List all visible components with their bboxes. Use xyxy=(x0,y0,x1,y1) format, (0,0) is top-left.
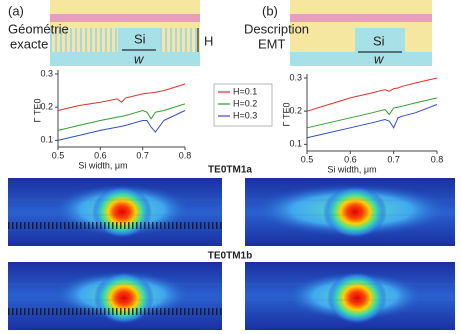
x-tick-label: 0.7 xyxy=(136,150,149,160)
x-axis-label: Si width, μm xyxy=(327,164,376,174)
x-tick-label: 0.8 xyxy=(179,150,192,160)
x-tick-label: 0.5 xyxy=(52,150,65,160)
y-tick-label: 0.1 xyxy=(40,135,53,145)
series-line xyxy=(57,103,186,131)
panel-caption: Géométrie xyxy=(8,21,69,36)
h-label: H xyxy=(204,33,213,48)
series-line xyxy=(306,77,438,112)
x-tick-label: 0.6 xyxy=(344,154,357,164)
series-line xyxy=(57,83,186,111)
w-label: w xyxy=(134,51,145,66)
legend-label: H=0.3 xyxy=(233,110,257,120)
panel-label: (a) xyxy=(8,3,24,18)
y-tick-label: 0.3 xyxy=(289,72,302,82)
legend xyxy=(213,83,273,127)
y-tick-label: 0.2 xyxy=(40,102,53,112)
y-tick-label: 0.1 xyxy=(289,139,302,149)
w-label: w xyxy=(374,51,385,66)
section-title: TE0TM1a xyxy=(208,165,252,176)
series-line xyxy=(306,97,438,129)
diagram-b xyxy=(290,0,432,66)
y-axis-label: Γ TE0 xyxy=(281,103,291,127)
si-label: Si xyxy=(134,31,146,46)
panel-caption: EMT xyxy=(258,36,286,51)
x-tick-label: 0.6 xyxy=(94,150,107,160)
y-tick-label: 0.3 xyxy=(40,68,53,78)
panel-caption: Description xyxy=(244,21,309,36)
panel-label: (b) xyxy=(262,3,278,18)
legend-label: H=0.1 xyxy=(233,86,257,96)
y-tick-label: 0.2 xyxy=(289,106,302,116)
x-tick-label: 0.7 xyxy=(387,154,400,164)
x-axis-label: Si width, μm xyxy=(78,160,127,170)
si-label: Si xyxy=(373,33,385,48)
x-tick-label: 0.8 xyxy=(431,154,444,164)
series-line xyxy=(57,110,186,141)
section-title: TE0TM1b xyxy=(208,251,252,262)
heatmap xyxy=(8,178,455,330)
x-tick-label: 0.5 xyxy=(301,154,314,164)
series-line xyxy=(306,104,438,139)
y-axis-label: Γ TE0 xyxy=(32,99,42,123)
diagram-a xyxy=(50,0,200,66)
panel-caption: exacte xyxy=(10,36,48,51)
legend-label: H=0.2 xyxy=(233,98,257,108)
